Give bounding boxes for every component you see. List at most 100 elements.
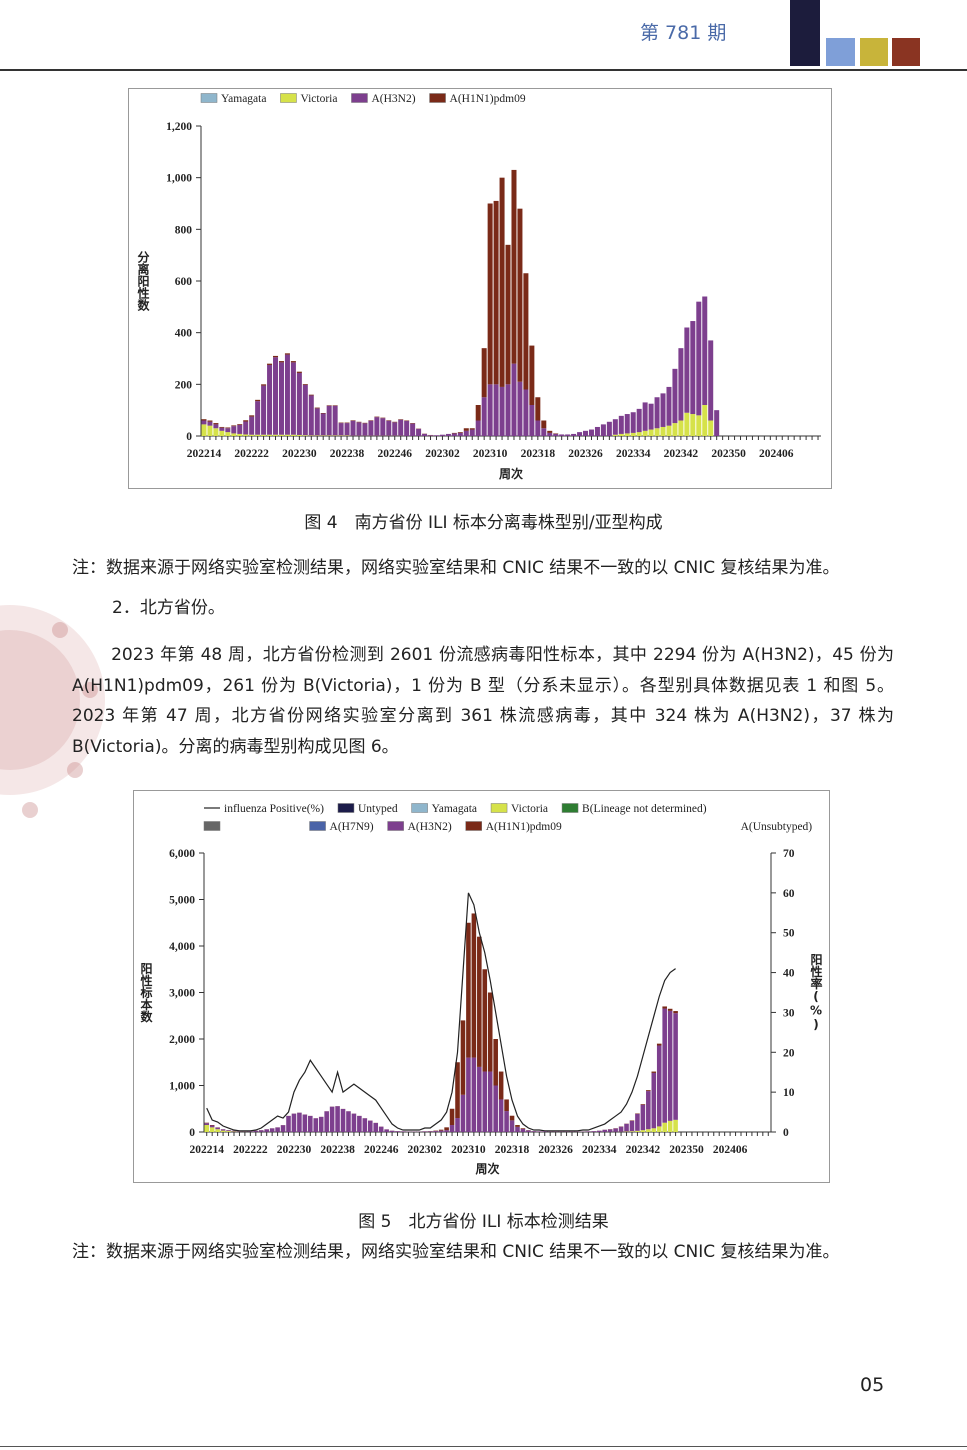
bar xyxy=(219,426,225,428)
bar xyxy=(541,420,547,429)
bar xyxy=(220,1130,226,1132)
bar xyxy=(313,1118,319,1132)
bar xyxy=(243,421,249,435)
legend-swatch xyxy=(411,803,428,813)
bar xyxy=(362,423,368,436)
legend-label: A(H3N2) xyxy=(408,821,452,833)
bar xyxy=(344,422,350,424)
bar xyxy=(404,421,410,436)
bar xyxy=(511,363,517,436)
bar xyxy=(392,422,398,436)
bar xyxy=(455,1118,460,1132)
bar xyxy=(613,1128,618,1132)
bar xyxy=(690,321,696,415)
bar xyxy=(422,433,428,436)
y-tick-label: 1,200 xyxy=(166,121,192,133)
legend-item: Victoria xyxy=(280,93,337,105)
legend-item: A(H1N1)pdm09 xyxy=(429,93,526,105)
paragraph: 2023 年第 48 周，北方省份检测到 2601 份流感病毒阳性标本，其中 2… xyxy=(72,645,894,757)
legend-item: Yamagata xyxy=(200,93,266,105)
bar xyxy=(439,434,445,436)
bar xyxy=(237,424,243,425)
bar xyxy=(444,1127,449,1131)
page-number: 05 xyxy=(860,1374,885,1396)
y-tick-label: 5,000 xyxy=(169,895,195,907)
bar xyxy=(338,422,344,424)
bar xyxy=(586,1131,591,1132)
bar xyxy=(344,435,350,436)
bar xyxy=(373,1122,379,1132)
figure-caption: 图 5 北方省份 ILI 标本检测结果 xyxy=(358,1212,609,1232)
x-tick-label: 202222 xyxy=(233,1144,268,1156)
bar xyxy=(662,1008,667,1123)
bar xyxy=(395,1131,400,1132)
figure-caption: 图 4 南方省份 ILI 标本分离毒株型别/亚型构成 xyxy=(304,513,663,533)
bar xyxy=(314,435,320,436)
x-tick-label: 202310 xyxy=(451,1144,486,1156)
bar xyxy=(231,433,237,436)
bar xyxy=(308,394,314,396)
bar xyxy=(535,420,541,436)
bar xyxy=(290,434,296,436)
bar xyxy=(326,405,332,406)
y2-tick-label: 20 xyxy=(783,1047,795,1059)
bar xyxy=(410,423,416,436)
bar xyxy=(351,1113,357,1132)
bar xyxy=(475,405,481,421)
bar xyxy=(273,434,279,436)
bar xyxy=(482,1071,488,1132)
x-tick-label: 202246 xyxy=(364,1144,399,1156)
legend-label: A(H7N9) xyxy=(330,821,374,833)
bar xyxy=(648,429,654,436)
bar xyxy=(204,1125,210,1132)
bar xyxy=(231,426,237,434)
bar xyxy=(384,1129,389,1132)
legend-label: A(Unsubtyped) xyxy=(741,821,813,833)
bar xyxy=(326,405,332,436)
bar xyxy=(438,1129,444,1131)
bar xyxy=(463,430,469,436)
x-axis-title: 周次 xyxy=(499,466,523,481)
legend-swatch xyxy=(490,803,508,813)
bar xyxy=(531,1131,537,1132)
bar xyxy=(630,412,636,433)
bar xyxy=(635,1130,640,1132)
bar xyxy=(231,1130,237,1132)
bar xyxy=(207,421,213,426)
legend-item: B(Lineage not determined) xyxy=(561,803,707,815)
bar xyxy=(308,395,314,436)
bar xyxy=(261,384,267,386)
bar xyxy=(651,1128,657,1132)
bar xyxy=(258,1130,264,1132)
bar xyxy=(505,384,511,436)
bar xyxy=(380,418,386,436)
bar xyxy=(487,1071,493,1132)
bar xyxy=(291,1113,297,1132)
bar xyxy=(457,432,463,433)
x-tick-label: 202230 xyxy=(282,448,317,460)
legend-swatch xyxy=(387,821,404,831)
bar xyxy=(280,1125,286,1132)
x-tick-label: 202310 xyxy=(473,448,508,460)
legend-swatch xyxy=(200,93,218,103)
bar xyxy=(612,419,618,435)
bar xyxy=(338,435,344,436)
bar xyxy=(684,412,690,436)
bar xyxy=(302,384,308,436)
bar xyxy=(344,423,350,436)
header-block xyxy=(892,38,920,66)
bar xyxy=(504,1099,509,1112)
bar xyxy=(690,414,696,436)
bar xyxy=(398,419,404,420)
y2-tick-label: 40 xyxy=(783,968,795,980)
bar xyxy=(386,420,392,421)
bar xyxy=(213,428,219,436)
bar xyxy=(499,386,505,436)
legend-item: Yamagata xyxy=(411,803,477,815)
bar xyxy=(290,361,296,363)
bar xyxy=(427,1131,433,1132)
bar xyxy=(237,433,243,436)
legend-swatch xyxy=(561,803,579,813)
bar xyxy=(226,1130,231,1132)
bar xyxy=(225,427,231,429)
